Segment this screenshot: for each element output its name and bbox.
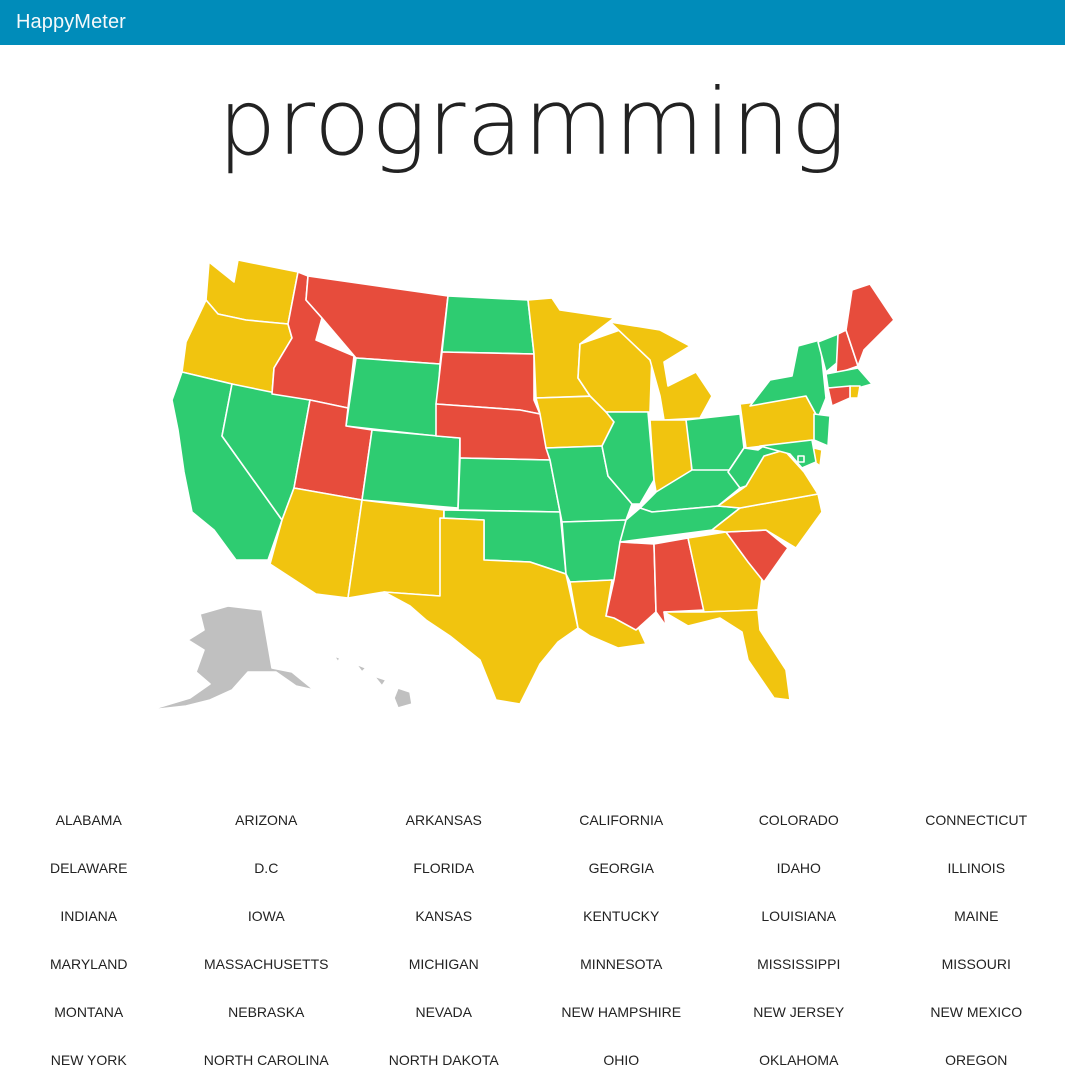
state-CT[interactable] bbox=[828, 386, 850, 406]
state-link[interactable]: IDAHO bbox=[710, 851, 888, 899]
page-title: programming bbox=[0, 72, 1065, 173]
state-link[interactable]: MONTANA bbox=[0, 995, 178, 1043]
state-link[interactable]: IOWA bbox=[178, 899, 356, 947]
state-NJ[interactable] bbox=[814, 414, 830, 446]
state-link[interactable]: LOUISIANA bbox=[710, 899, 888, 947]
us-map bbox=[110, 250, 910, 720]
state-link[interactable]: NEBRASKA bbox=[178, 995, 356, 1043]
top-navbar: HappyMeter bbox=[0, 0, 1065, 45]
state-KS[interactable] bbox=[458, 458, 560, 512]
state-link[interactable]: MICHIGAN bbox=[355, 947, 533, 995]
state-WY[interactable] bbox=[346, 358, 440, 436]
state-HI[interactable] bbox=[334, 656, 412, 708]
state-link[interactable]: OHIO bbox=[533, 1043, 711, 1091]
state-DC[interactable] bbox=[798, 456, 804, 462]
state-link[interactable]: ARIZONA bbox=[178, 803, 356, 851]
state-link[interactable]: CONNECTICUT bbox=[888, 803, 1065, 851]
state-link[interactable]: COLORADO bbox=[710, 803, 888, 851]
state-link[interactable]: CALIFORNIA bbox=[533, 803, 711, 851]
state-link[interactable]: KENTUCKY bbox=[533, 899, 711, 947]
state-CO[interactable] bbox=[362, 430, 460, 508]
state-link[interactable]: GEORGIA bbox=[533, 851, 711, 899]
state-ME[interactable] bbox=[846, 284, 894, 366]
state-link[interactable]: ALABAMA bbox=[0, 803, 178, 851]
state-link[interactable]: NEW YORK bbox=[0, 1043, 178, 1091]
state-ND[interactable] bbox=[442, 296, 534, 354]
state-link[interactable]: MISSISSIPPI bbox=[710, 947, 888, 995]
state-link[interactable]: INDIANA bbox=[0, 899, 178, 947]
state-link[interactable]: ARKANSAS bbox=[355, 803, 533, 851]
state-link[interactable]: D.C bbox=[178, 851, 356, 899]
state-link[interactable]: KANSAS bbox=[355, 899, 533, 947]
state-AK[interactable] bbox=[150, 606, 314, 710]
state-RI[interactable] bbox=[850, 386, 860, 398]
state-link[interactable]: NEW MEXICO bbox=[888, 995, 1065, 1043]
state-link[interactable]: OKLAHOMA bbox=[710, 1043, 888, 1091]
state-link[interactable]: NEW JERSEY bbox=[710, 995, 888, 1043]
state-MA[interactable] bbox=[826, 368, 872, 388]
brand-logo[interactable]: HappyMeter bbox=[16, 11, 126, 34]
state-link[interactable]: NORTH CAROLINA bbox=[178, 1043, 356, 1091]
state-link[interactable]: NEW HAMPSHIRE bbox=[533, 995, 711, 1043]
state-link[interactable]: MINNESOTA bbox=[533, 947, 711, 995]
state-link[interactable]: ILLINOIS bbox=[888, 851, 1065, 899]
state-link[interactable]: NORTH DAKOTA bbox=[355, 1043, 533, 1091]
state-link[interactable]: DELAWARE bbox=[0, 851, 178, 899]
state-link[interactable]: MASSACHUSETTS bbox=[178, 947, 356, 995]
state-link[interactable]: FLORIDA bbox=[355, 851, 533, 899]
state-link[interactable]: MISSOURI bbox=[888, 947, 1065, 995]
state-link[interactable]: OREGON bbox=[888, 1043, 1065, 1091]
state-link[interactable]: NEVADA bbox=[355, 995, 533, 1043]
state-link[interactable]: MARYLAND bbox=[0, 947, 178, 995]
state-FL[interactable] bbox=[664, 610, 790, 700]
state-link[interactable]: MAINE bbox=[888, 899, 1065, 947]
state-NM[interactable] bbox=[348, 500, 444, 598]
